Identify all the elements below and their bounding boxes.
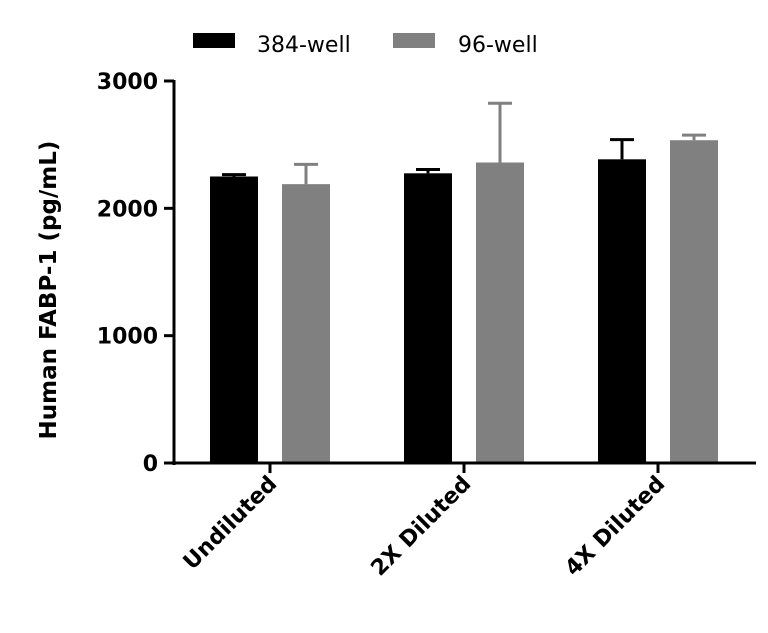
bar-96-well xyxy=(476,162,524,463)
legend: 384-well 96-well xyxy=(193,33,538,58)
x-tick-label: 4X Diluted xyxy=(561,472,671,582)
legend-swatch-96-well xyxy=(393,33,435,48)
y-tick-label: 3000 xyxy=(97,70,158,95)
bar-384-well xyxy=(210,176,258,463)
y-tick-label: 0 xyxy=(143,452,158,477)
legend-swatch-384-well xyxy=(193,33,235,48)
y-tick-label: 2000 xyxy=(97,197,158,222)
y-axis: 0 1000 2000 3000 xyxy=(97,70,176,477)
bar-96-well xyxy=(282,184,330,463)
bar-96-well xyxy=(670,140,718,463)
bar-384-well xyxy=(404,173,452,464)
legend-label-96-well: 96-well xyxy=(458,33,538,58)
x-tick-label: Undiluted xyxy=(179,472,282,575)
legend-label-384-well: 384-well xyxy=(257,33,351,58)
y-tick-label: 1000 xyxy=(97,325,158,350)
bar-384-well xyxy=(598,159,646,463)
x-tick-label: 2X Diluted xyxy=(367,472,477,582)
x-axis: Undiluted 2X Diluted 4X Diluted xyxy=(173,461,756,582)
bars xyxy=(210,101,718,464)
y-axis-title: Human FABP-1 (pg/mL) xyxy=(36,141,62,440)
